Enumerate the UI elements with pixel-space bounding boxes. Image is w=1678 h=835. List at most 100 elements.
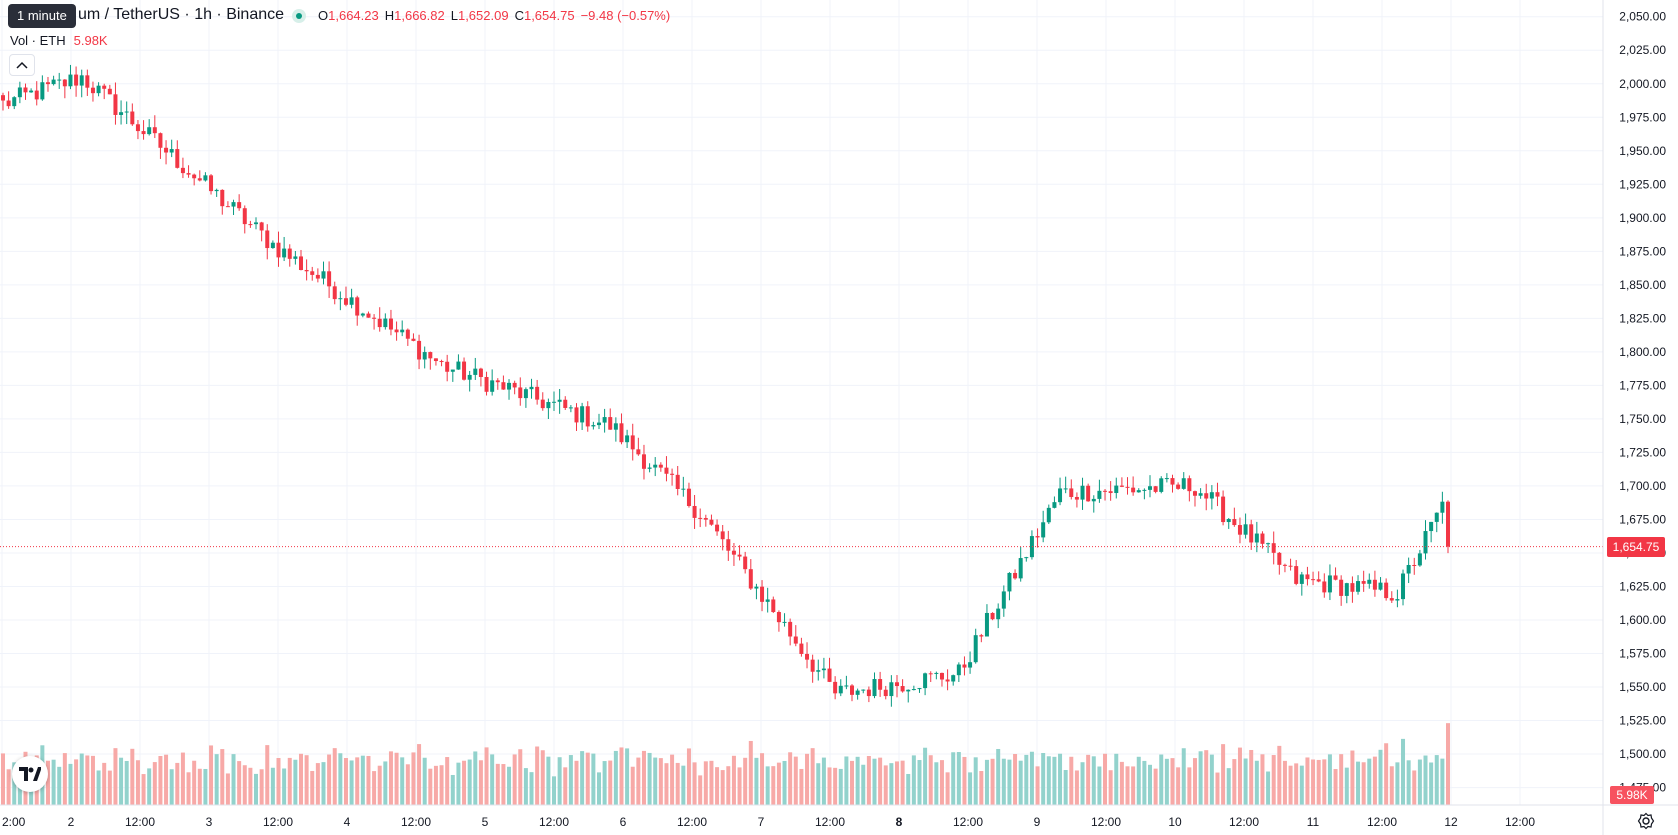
candle-body — [1299, 574, 1304, 584]
close-value: 1,654.75 — [523, 8, 575, 23]
candle-body — [1018, 558, 1023, 579]
x-tick-label: 12:00 — [125, 815, 155, 829]
symbol-title[interactable]: um / TetherUS · 1h · Binance — [78, 6, 285, 23]
volume-bar — [821, 757, 826, 805]
candle-body — [1086, 485, 1091, 502]
candle-body — [1254, 533, 1259, 543]
candle-body — [636, 449, 641, 455]
candle-body — [360, 313, 365, 316]
price-axis[interactable]: 2,050.00 2,025.00 2,000.00 1,975.00 1,950.00… — [1602, 0, 1666, 835]
candle-body — [833, 681, 838, 694]
volume-bar — [231, 754, 236, 805]
candle-body — [855, 690, 860, 695]
candle-body — [1035, 536, 1040, 538]
candle-body — [686, 488, 691, 506]
x-tick-label: 5 — [482, 815, 489, 829]
volume-bar — [1440, 758, 1445, 805]
candle-body — [79, 75, 84, 86]
candle-body — [74, 74, 79, 86]
candle-body — [1356, 581, 1361, 592]
candle-body — [968, 662, 973, 668]
volume-bar — [686, 748, 691, 805]
y-tick-label: 1,975.00 — [1619, 110, 1666, 124]
volume-bar — [141, 774, 146, 805]
candle-body — [962, 664, 967, 668]
candle-body — [1192, 491, 1197, 496]
volume-bar — [1316, 759, 1321, 805]
volume-bar — [580, 751, 585, 805]
candle-body — [670, 473, 675, 475]
candle-body — [523, 389, 528, 399]
volume-bar — [1327, 754, 1332, 805]
volume-bar — [501, 764, 506, 805]
candle-body — [990, 612, 995, 620]
volume-bar — [90, 755, 95, 805]
volume-bar — [388, 751, 393, 805]
low-value: 1,652.09 — [457, 8, 509, 23]
candle-body — [889, 682, 894, 697]
candle-body — [1288, 565, 1293, 567]
volume-bar — [332, 748, 337, 805]
candle-body — [1029, 536, 1034, 558]
y-tick-label: 1,950.00 — [1619, 144, 1666, 158]
close-label: C — [514, 8, 524, 23]
candle-body — [141, 131, 146, 135]
volume-bar — [1114, 753, 1119, 805]
candle-body — [180, 167, 185, 174]
volume-bar — [1232, 759, 1237, 805]
volume-bar — [220, 749, 225, 805]
time-axis[interactable]: 2:00 2 12:00 3 12:00 4 12:00 5 12:00 6 12:00 7 12:00… — [0, 804, 1678, 829]
high-value: 1,666.82 — [394, 8, 445, 23]
x-tick-label: 12:00 — [1229, 815, 1259, 829]
candle-body — [270, 242, 275, 249]
y-tick-label: 1,675.00 — [1619, 512, 1666, 526]
x-tick-label: 2 — [68, 815, 75, 829]
candle-body — [844, 685, 849, 687]
candle-body — [939, 672, 944, 680]
volume-bar — [377, 765, 382, 805]
volume-bar — [928, 755, 933, 805]
volume-bar — [900, 760, 905, 805]
candle-body — [484, 377, 489, 392]
candle-body — [366, 313, 371, 318]
candle-body — [641, 454, 646, 469]
candle-body — [664, 467, 669, 474]
volume-bar — [619, 747, 624, 805]
volume-bar — [894, 761, 899, 805]
candle-body — [1311, 579, 1316, 581]
volume-bar — [203, 768, 208, 805]
candle-body — [900, 686, 905, 692]
volume-bar — [1249, 749, 1254, 805]
tradingview-logo-icon[interactable] — [12, 756, 48, 792]
volume-bar — [585, 752, 590, 805]
candle-body — [192, 174, 197, 179]
candle-body — [771, 599, 776, 613]
collapse-legend-button[interactable] — [9, 54, 35, 76]
volume-bar — [1041, 753, 1046, 805]
candle-body — [287, 248, 292, 259]
y-tick-label: 1,875.00 — [1619, 244, 1666, 258]
volume-bar — [546, 756, 551, 805]
candle-body — [1108, 491, 1113, 494]
candle-body — [883, 689, 888, 697]
candle-body — [107, 88, 112, 95]
volume-bar — [85, 755, 90, 805]
volume-bar — [57, 766, 62, 805]
candle-body — [135, 124, 140, 132]
candle-body — [175, 149, 180, 168]
volume-bar — [158, 756, 163, 805]
candle-body — [1401, 573, 1406, 600]
volume-bar — [653, 757, 658, 805]
candle-body — [62, 79, 67, 87]
settings-gear-icon[interactable] — [1637, 812, 1655, 830]
volume-bar — [636, 757, 641, 805]
candle-body — [259, 222, 264, 231]
volume-bar — [405, 764, 410, 805]
candle-body — [838, 685, 843, 694]
last-price-badge: 1,654.75 — [1607, 536, 1665, 557]
candle-body — [1389, 598, 1394, 601]
candle-body — [1226, 519, 1231, 523]
volume-bar — [343, 758, 348, 805]
candle-body — [96, 85, 101, 94]
